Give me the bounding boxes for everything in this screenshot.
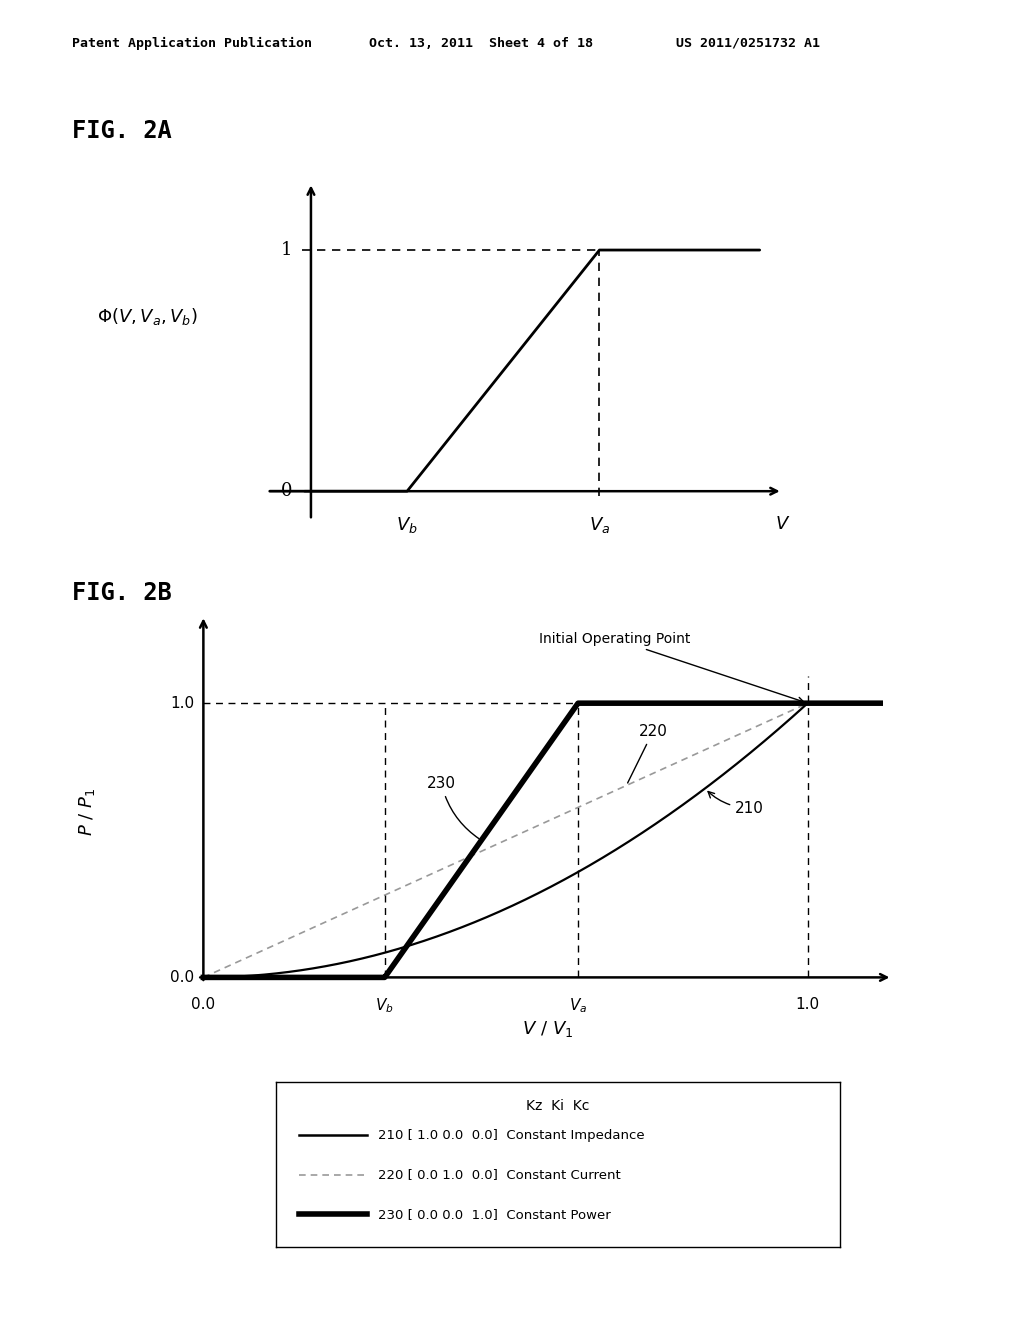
Text: Kz  Ki  Kc: Kz Ki Kc [526,1098,590,1113]
Text: FIG. 2B: FIG. 2B [72,581,171,605]
Text: 220 [ 0.0 1.0  0.0]  Constant Current: 220 [ 0.0 1.0 0.0] Constant Current [378,1168,621,1181]
Text: US 2011/0251732 A1: US 2011/0251732 A1 [676,37,820,50]
Text: Initial Operating Point: Initial Operating Point [539,632,804,702]
Text: $V_b$: $V_b$ [396,515,418,536]
Text: 0: 0 [282,482,293,500]
Text: FIG. 2A: FIG. 2A [72,119,171,143]
Text: $V_b$: $V_b$ [376,997,394,1015]
Text: 230: 230 [427,776,479,838]
Text: 210 [ 1.0 0.0  0.0]  Constant Impedance: 210 [ 1.0 0.0 0.0] Constant Impedance [378,1129,644,1142]
Text: $V_a$: $V_a$ [589,515,610,536]
Text: Oct. 13, 2011  Sheet 4 of 18: Oct. 13, 2011 Sheet 4 of 18 [369,37,593,50]
Text: $P\ /\ P_1$: $P\ /\ P_1$ [77,788,97,836]
Text: 1: 1 [282,242,293,259]
Text: Patent Application Publication: Patent Application Publication [72,37,311,50]
Text: 1.0: 1.0 [170,696,195,710]
Text: $\Phi(V, V_a, V_b)$: $\Phi(V, V_a, V_b)$ [97,306,198,327]
Text: 220: 220 [628,725,668,783]
Text: 0.0: 0.0 [191,997,215,1011]
Text: 230 [ 0.0 0.0  1.0]  Constant Power: 230 [ 0.0 0.0 1.0] Constant Power [378,1208,610,1221]
Text: 210: 210 [708,792,764,816]
Text: 0.0: 0.0 [170,970,195,985]
Text: $V$: $V$ [775,515,791,533]
Text: $V\ /\ V_1$: $V\ /\ V_1$ [522,1019,573,1039]
Text: 1.0: 1.0 [796,997,820,1011]
Text: $V_a$: $V_a$ [569,997,587,1015]
